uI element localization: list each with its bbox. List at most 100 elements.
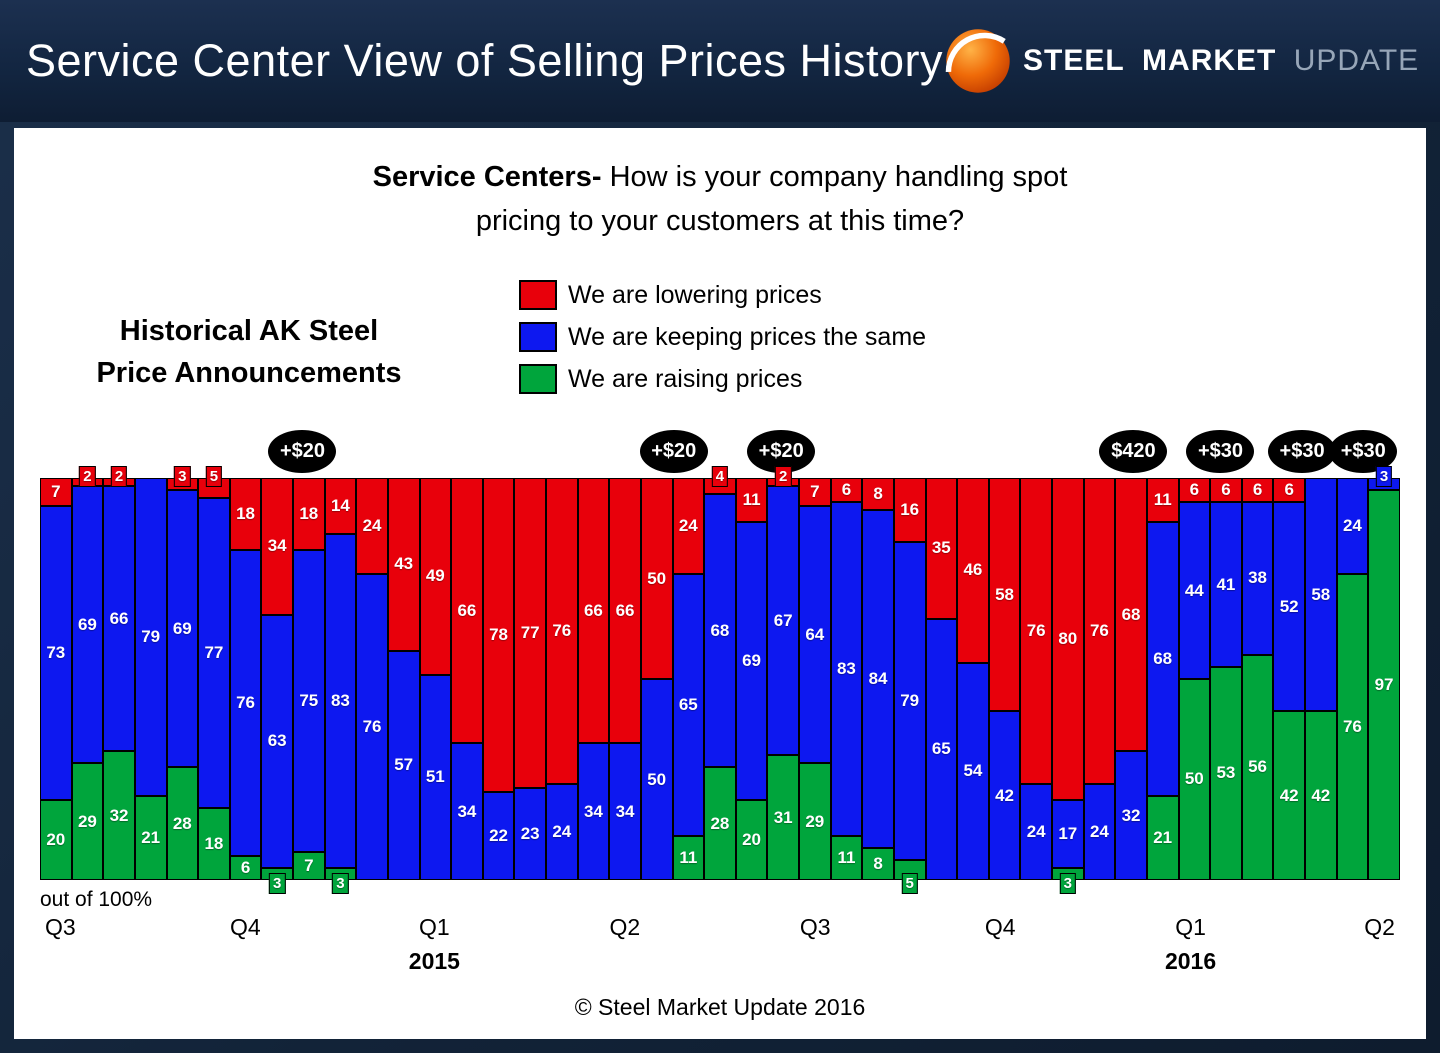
bar-value-label: 56 xyxy=(1248,757,1268,777)
x-axis-quarter-label: Q2 xyxy=(1364,914,1395,940)
bar-value-label: 66 xyxy=(457,600,477,620)
bar-segment: 6 xyxy=(830,478,863,503)
bar-segment: 58 xyxy=(988,478,1021,712)
bar-value-label: 11 xyxy=(742,490,761,510)
bar-segment: 29 xyxy=(799,763,831,880)
bar: 66 34 xyxy=(577,478,610,880)
bar-value-label: 69 xyxy=(77,614,97,634)
legend-item-raising: We are raising prices xyxy=(519,364,926,394)
bar-value-label: 58 xyxy=(995,584,1015,604)
bar-segment: 68 xyxy=(1115,478,1147,752)
bar: 34 63 3 xyxy=(261,478,293,894)
bar-value-label: 66 xyxy=(615,600,635,620)
price-announcement-annotation: +$30 xyxy=(1329,430,1398,473)
bar-value-label: 20 xyxy=(46,829,66,849)
bar-value-label: 29 xyxy=(805,811,825,831)
bar-segment: 20 xyxy=(735,799,768,880)
smu-logo-text: STEEL MARKET UPDATE xyxy=(1023,44,1419,78)
logo-word-market: MARKET xyxy=(1142,44,1277,77)
bar: 46 54 xyxy=(957,478,989,880)
bar-segment: 34 xyxy=(609,743,641,880)
bar-segment: 6 xyxy=(1273,478,1305,503)
bar-value-label: 18 xyxy=(204,833,224,853)
bar-value-label: 11 xyxy=(679,847,698,867)
bar-value-label: 31 xyxy=(773,807,793,827)
bar-value-label: 43 xyxy=(394,554,414,574)
bar-segment: 77 xyxy=(198,498,230,808)
bar: 11 69 20 xyxy=(735,478,768,880)
bar-segment: 57 xyxy=(387,650,420,880)
bar-value-label: 76 xyxy=(362,717,382,737)
bar-value-label: 17 xyxy=(1058,823,1078,843)
bar-segment: 24 xyxy=(546,783,578,880)
bar-value-label: 76 xyxy=(552,620,572,640)
x-axis-year-label: 2015 xyxy=(408,948,460,974)
bar-segment: 24 xyxy=(1083,783,1116,880)
bar: 68 32 xyxy=(1115,478,1147,880)
bar-segment: 31 xyxy=(767,755,799,880)
bar-value-label: 24 xyxy=(362,516,382,536)
bar-segment: 11 xyxy=(672,835,705,880)
bar-value-label: 18 xyxy=(236,504,256,524)
bar: 5 77 18 xyxy=(198,466,230,880)
bar-segment: 75 xyxy=(293,550,325,852)
bar: 43 57 xyxy=(387,478,420,880)
bar-value-label: 69 xyxy=(742,650,762,670)
bar-value-label: 24 xyxy=(1089,821,1109,841)
bar: 14 83 3 xyxy=(324,478,357,894)
bar-segment: 34 xyxy=(261,478,293,615)
bar-segment: 64 xyxy=(799,506,831,764)
bar: 18 75 7 xyxy=(293,478,325,880)
logo-word-update: UPDATE xyxy=(1293,44,1420,77)
legend: We are lowering prices We are keeping pr… xyxy=(519,280,926,406)
bar: 76 24 xyxy=(1083,478,1116,880)
bar-value-label: 2 xyxy=(110,466,128,487)
x-axis-quarter-label: Q4 xyxy=(984,914,1016,940)
price-announcement-annotation: +$20 xyxy=(639,430,708,473)
header-bar: Service Center View of Selling Prices Hi… xyxy=(0,0,1440,122)
bar-value-label: 42 xyxy=(1311,785,1331,805)
bar-segment: 53 xyxy=(1210,666,1242,880)
bar-segment: 21 xyxy=(134,795,167,880)
legend-label: We are lowering prices xyxy=(568,280,822,309)
bar: 4 68 28 xyxy=(704,466,736,880)
bar-value-label: 3 xyxy=(1375,466,1393,487)
bar-value-label: 52 xyxy=(1279,596,1299,616)
bar-value-label: 51 xyxy=(425,767,445,787)
bar-value-label: 24 xyxy=(1026,821,1046,841)
bar-segment: 52 xyxy=(1273,502,1305,712)
legend-item-lowering: We are lowering prices xyxy=(519,280,926,310)
bar: 35 65 xyxy=(925,478,958,880)
x-axis-quarter-label: Q1 xyxy=(1175,914,1206,940)
page-title: Service Center View of Selling Prices Hi… xyxy=(26,35,944,86)
bar-value-label: 68 xyxy=(1121,604,1141,624)
bar-value-label: 49 xyxy=(425,566,445,586)
bar-segment: 14 xyxy=(324,478,357,535)
bar: 18 76 6 xyxy=(229,478,262,880)
bar-segment: 24 xyxy=(1336,478,1369,575)
bar: 78 22 xyxy=(482,478,515,880)
bar-value-label: 6 xyxy=(1221,480,1231,500)
bar-segment: 73 xyxy=(40,506,72,800)
bar-value-label: 34 xyxy=(615,801,635,821)
ak-steel-label-line1: Historical AK Steel xyxy=(119,315,379,347)
bar-value-label: 69 xyxy=(172,618,192,638)
bar: 6 41 53 xyxy=(1210,478,1242,880)
bar-value-label: 3 xyxy=(174,466,191,487)
bar-value-label: 6 xyxy=(841,480,852,500)
bar-value-label: 6 xyxy=(1252,480,1263,500)
bar-segment: 97 xyxy=(1368,490,1400,880)
bar-value-label: 50 xyxy=(647,769,667,789)
bar: 11 68 21 xyxy=(1146,478,1179,880)
bar: 3 97 xyxy=(1368,466,1400,880)
bar-value-label: 63 xyxy=(267,731,287,751)
chart: +$20 +$20 +$20 $420 +$30 +$30 +$30 7 73 20 2 69 29 2… xyxy=(40,428,1400,980)
legend-item-same: We are keeping prices the same xyxy=(519,322,926,352)
bar-value-label: 83 xyxy=(836,658,856,678)
smu-globe-icon xyxy=(945,29,1010,93)
bar-value-label: 14 xyxy=(330,496,350,516)
bar: 8 84 8 xyxy=(862,478,894,880)
bar-segment: 17 xyxy=(1052,799,1084,868)
bar: 24 76 xyxy=(356,478,388,880)
bar-segment: 24 xyxy=(672,478,705,575)
